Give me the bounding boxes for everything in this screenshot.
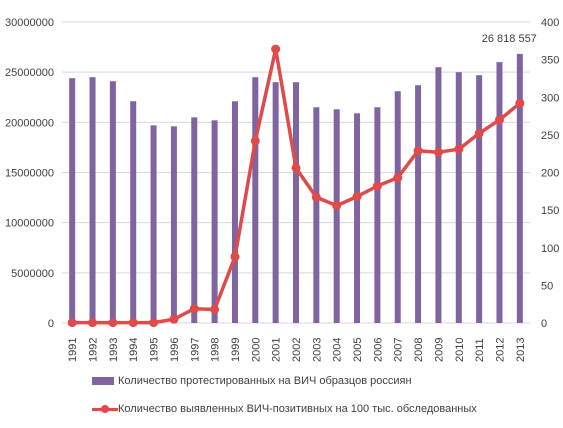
right-axis-ticks: 0 50 100 150 200 250 300 350 400 bbox=[541, 17, 559, 330]
line-point bbox=[210, 304, 220, 314]
bar bbox=[455, 72, 462, 324]
line-point bbox=[474, 128, 484, 138]
x-tick-label: 2003 bbox=[311, 338, 323, 362]
bar bbox=[69, 78, 76, 323]
line-point bbox=[372, 181, 382, 191]
x-tick-label: 2008 bbox=[413, 338, 425, 362]
x-tick-label: 2012 bbox=[494, 338, 506, 362]
bar bbox=[516, 53, 523, 324]
left-axis-ticks: 0 5000000 10000000 15000000 20000000 25000000… bbox=[5, 17, 54, 330]
legend-item-line: Количество выявленных ВИЧ-позитивных на … bbox=[92, 400, 477, 418]
line-point bbox=[88, 318, 98, 328]
legend-swatch-line bbox=[92, 404, 118, 414]
line-point bbox=[413, 146, 423, 156]
x-tick-label: 2013 bbox=[515, 338, 527, 362]
x-tick-label: 1992 bbox=[88, 338, 100, 362]
x-tick-label: 2009 bbox=[433, 338, 445, 362]
x-tick-label: 2011 bbox=[474, 338, 486, 362]
legend-label-line: Количество выявленных ВИЧ-позитивных на … bbox=[118, 403, 477, 415]
y-left-tick-label: 10000000 bbox=[5, 218, 54, 230]
x-tick-label: 1991 bbox=[67, 338, 79, 362]
x-tick-label: 2006 bbox=[372, 338, 384, 362]
line-point bbox=[67, 318, 77, 328]
y-right-tick-label: 250 bbox=[541, 130, 559, 142]
x-tick-label: 1993 bbox=[108, 338, 120, 362]
line-point bbox=[454, 144, 464, 154]
x-tick-label: 1998 bbox=[210, 338, 222, 362]
x-tick-label: 2000 bbox=[250, 338, 262, 362]
line-point bbox=[494, 115, 504, 125]
bar bbox=[394, 91, 401, 323]
bar bbox=[476, 75, 483, 323]
bar bbox=[211, 120, 218, 324]
line-series bbox=[67, 44, 525, 328]
bar bbox=[293, 82, 299, 323]
bar bbox=[415, 85, 422, 324]
y-right-tick-label: 300 bbox=[541, 92, 559, 104]
x-tick-label: 2010 bbox=[454, 338, 466, 362]
line-point bbox=[433, 147, 443, 157]
bar bbox=[89, 77, 96, 323]
line-point bbox=[291, 163, 301, 173]
y-right-tick-label: 150 bbox=[541, 205, 559, 217]
legend-swatch-bars bbox=[92, 377, 114, 385]
x-axis-ticks: 1991 1992 1993 1994 1995 1996 1997 1998 1999 2000… bbox=[67, 338, 527, 362]
line-point bbox=[149, 318, 159, 328]
y-left-tick-label: 20000000 bbox=[5, 117, 54, 129]
line-point bbox=[108, 318, 118, 328]
x-tick-label: 1996 bbox=[169, 338, 181, 362]
bar bbox=[191, 117, 198, 323]
x-tick-label: 2001 bbox=[271, 338, 283, 362]
bar bbox=[313, 107, 320, 324]
line-point bbox=[352, 192, 362, 202]
legend: Количество протестированных на ВИЧ образ… bbox=[92, 372, 477, 428]
y-left-tick-label: 5000000 bbox=[11, 268, 54, 280]
bar bbox=[333, 109, 340, 323]
y-right-tick-label: 100 bbox=[541, 243, 559, 255]
y-right-tick-label: 50 bbox=[541, 280, 553, 292]
bar bbox=[231, 101, 238, 323]
bar bbox=[435, 67, 442, 324]
x-tick-label: 1999 bbox=[230, 338, 242, 362]
y-right-tick-label: 400 bbox=[541, 17, 559, 29]
bar bbox=[374, 107, 381, 324]
line-point bbox=[230, 252, 240, 262]
legend-item-bars: Количество протестированных на ВИЧ образ… bbox=[92, 372, 477, 390]
y-left-tick-label: 30000000 bbox=[5, 17, 54, 29]
x-tick-label: 2002 bbox=[291, 338, 303, 362]
line-point bbox=[311, 192, 321, 202]
bar-series bbox=[69, 53, 523, 324]
x-tick-label: 1997 bbox=[189, 338, 201, 362]
bar bbox=[109, 81, 116, 324]
y-right-tick-label: 0 bbox=[541, 318, 547, 330]
y-left-tick-label: 0 bbox=[48, 318, 54, 330]
bar bbox=[354, 113, 361, 323]
y-left-tick-label: 25000000 bbox=[5, 67, 54, 79]
line-point bbox=[515, 98, 525, 108]
line-point bbox=[189, 304, 199, 314]
bar bbox=[272, 82, 279, 323]
line-point bbox=[250, 136, 260, 146]
bar bbox=[130, 101, 137, 323]
legend-label-bars: Количество протестированных на ВИЧ образ… bbox=[118, 375, 412, 387]
bar bbox=[496, 62, 503, 324]
x-tick-label: 2004 bbox=[332, 338, 344, 362]
y-left-tick-label: 15000000 bbox=[5, 168, 54, 180]
bar bbox=[170, 126, 177, 323]
x-tick-label: 1995 bbox=[149, 338, 161, 362]
y-right-tick-label: 350 bbox=[541, 55, 559, 67]
x-tick-label: 2007 bbox=[393, 338, 405, 362]
bar bbox=[252, 77, 259, 323]
line-point bbox=[271, 44, 281, 54]
line-point bbox=[128, 318, 138, 328]
x-tick-label: 1994 bbox=[128, 338, 140, 362]
y-right-tick-label: 200 bbox=[541, 168, 559, 180]
bar-value-annotation: 26 818 557 bbox=[482, 33, 537, 45]
line-point bbox=[169, 314, 179, 324]
line-point bbox=[393, 173, 403, 183]
x-tick-label: 2005 bbox=[352, 338, 364, 362]
bar bbox=[150, 125, 157, 324]
line-point bbox=[332, 201, 342, 211]
